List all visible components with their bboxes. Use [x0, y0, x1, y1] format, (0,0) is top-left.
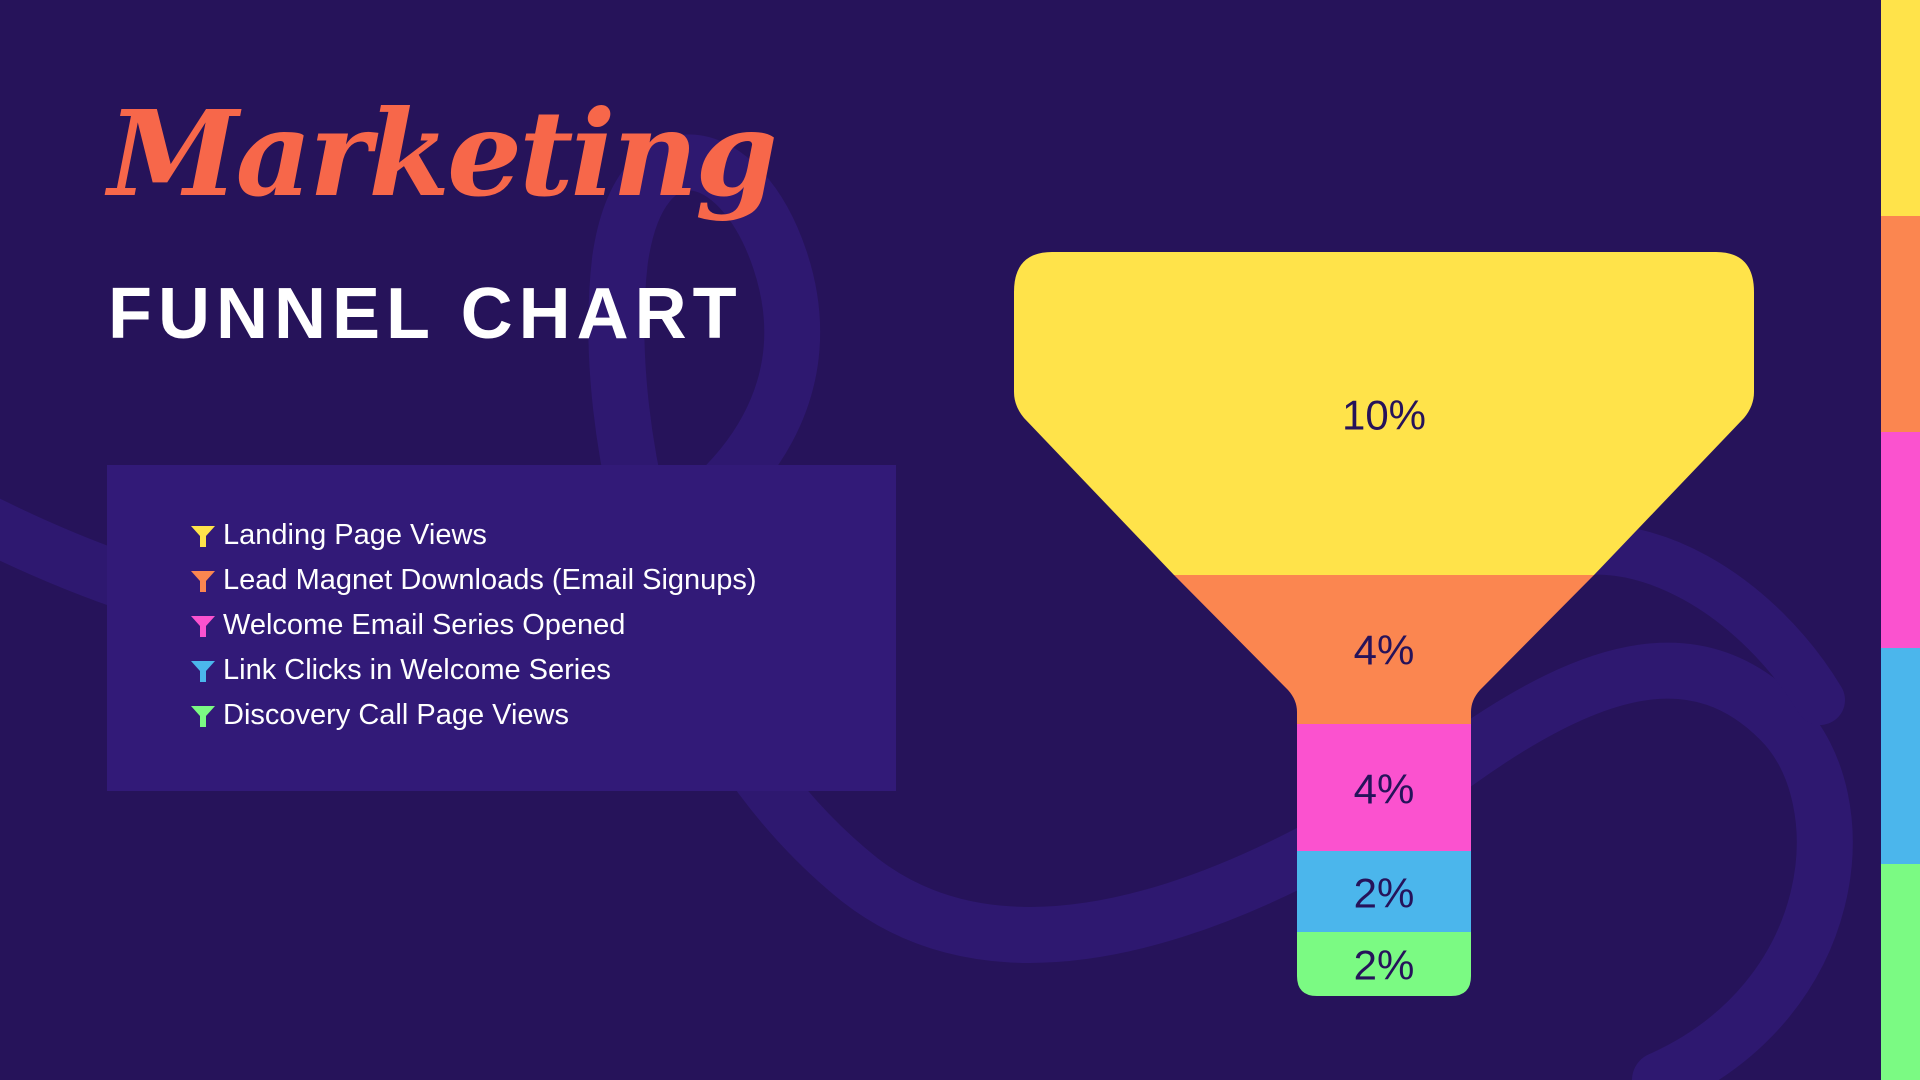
- legend-item: Discovery Call Page Views: [189, 693, 757, 738]
- color-side-bar: [1881, 0, 1920, 1080]
- funnel-segment-3: [1297, 724, 1471, 851]
- funnel-value-label: 2%: [1354, 942, 1415, 989]
- funnel-icon: [189, 657, 217, 685]
- side-bar-segment: [1881, 864, 1920, 1080]
- chart-subtitle: FUNNEL CHART: [108, 274, 743, 354]
- funnel-segment-5: [1297, 932, 1471, 996]
- legend-label: Discovery Call Page Views: [223, 699, 569, 731]
- legend-item: Landing Page Views: [189, 513, 757, 558]
- legend-label: Welcome Email Series Opened: [223, 609, 626, 641]
- side-bar-segment: [1881, 648, 1920, 864]
- funnel-icon: [189, 702, 217, 730]
- funnel-icon: [189, 567, 217, 595]
- legend-label: Lead Magnet Downloads (Email Signups): [223, 564, 757, 596]
- side-bar-segment: [1881, 216, 1920, 432]
- legend-panel: Landing Page Views Lead Magnet Downloads…: [107, 465, 896, 791]
- side-bar-segment: [1881, 0, 1920, 216]
- legend-item: Lead Magnet Downloads (Email Signups): [189, 558, 757, 603]
- funnel-value-label: 10%: [1342, 392, 1426, 439]
- funnel-value-label: 4%: [1354, 627, 1415, 674]
- legend-label: Landing Page Views: [223, 519, 487, 551]
- legend-label: Link Clicks in Welcome Series: [223, 654, 611, 686]
- legend-item: Welcome Email Series Opened: [189, 603, 757, 648]
- funnel-segment-4: [1297, 851, 1471, 932]
- funnel-icon: [189, 612, 217, 640]
- funnel-icon: [189, 522, 217, 550]
- funnel-value-label: 2%: [1354, 870, 1415, 917]
- legend-list: Landing Page Views Lead Magnet Downloads…: [189, 513, 757, 738]
- title-script: Marketing: [108, 84, 778, 223]
- legend-item: Link Clicks in Welcome Series: [189, 648, 757, 693]
- funnel-segment-2: [1174, 575, 1594, 724]
- funnel-value-label: 4%: [1354, 766, 1415, 813]
- side-bar-segment: [1881, 432, 1920, 648]
- funnel-segment-1: [1014, 252, 1754, 575]
